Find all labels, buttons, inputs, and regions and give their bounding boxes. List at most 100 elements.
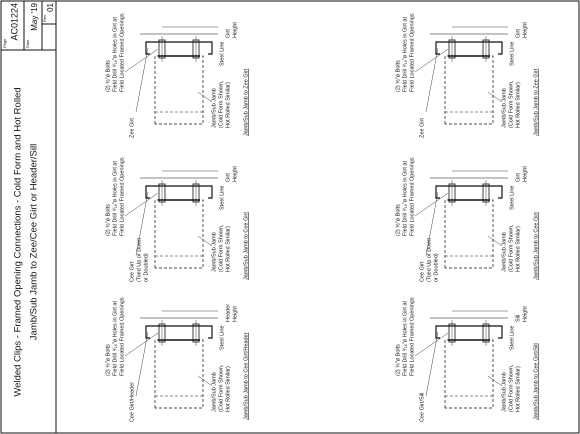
bolt-note: Field Drill ⁹⁄₁₆"ø Holes in Girt at [111, 301, 118, 376]
jamb-label: (Cold Form Shown, [508, 224, 514, 272]
leader [425, 47, 439, 113]
leader [487, 375, 503, 387]
girt-label: (Toed Up or Down [426, 238, 432, 282]
leader [487, 91, 503, 103]
bolt-note: Field Located Framed Openings [409, 297, 415, 376]
jamb-outline [444, 55, 494, 125]
jamb-label: Hot Rolled Similar) [225, 82, 231, 128]
jamb-label: Hot Rolled Similar) [225, 366, 231, 412]
page-label: Page [2, 38, 7, 48]
bolt-note: (2) ½"ø Bolts [104, 60, 111, 92]
date-label: Date [25, 39, 30, 48]
bolt-note: Field Drill ⁹⁄₁₆"ø Holes in Girt at [401, 161, 408, 236]
leader [124, 192, 159, 217]
height-label: Girt [225, 29, 231, 38]
jamb-label: (Cold Form Shown, [508, 80, 514, 128]
leader [124, 48, 159, 73]
bolt-note: Field Drill ⁹⁄₁₆"ø Holes in Girt at [111, 161, 118, 236]
height-label: Girt [225, 173, 231, 182]
girt-section [435, 41, 503, 55]
height-label: Height [232, 166, 238, 182]
girt-label: or Doubled) [433, 253, 439, 282]
leader [135, 191, 149, 257]
bolt-note: (2) ½"ø Bolts [394, 60, 401, 92]
leader [414, 332, 449, 357]
steel-line-label: Steel Line [509, 326, 515, 350]
bolt-note: (2) ½"ø Bolts [104, 204, 111, 236]
detail: (2) ½"ø Bolts Field Drill ⁹⁄₁₆"ø Holes in… [104, 157, 249, 282]
page-number: AC01224 [9, 3, 19, 41]
leader [425, 191, 439, 257]
leader [197, 235, 213, 247]
girt-label: Cee Girt [419, 261, 425, 282]
bolt-note: Field Located Framed Openings [119, 157, 125, 236]
jamb-label: (Cold Form Shown, [218, 224, 224, 272]
girt-label: (Toed Up or Down [136, 238, 142, 282]
bolt-note: (2) ½"ø Bolts [394, 204, 401, 236]
steel-line-label: Steel Line [509, 42, 515, 66]
title: Welded Clips - Framed Opening Connection… [13, 87, 24, 396]
girt-label: Zee Girt [129, 118, 135, 138]
bolt-note: Field Located Framed Openings [409, 13, 415, 92]
leader [414, 48, 449, 73]
jamb-label: Jamb/Sub Jamb [501, 232, 507, 272]
date: May '19 [30, 2, 39, 30]
jamb-label: (Cold Form Shown, [508, 364, 514, 412]
detail-caption: Jamb/Sub Jamb to Cee Girt/Sill [533, 343, 539, 420]
leader [197, 91, 213, 103]
girt-label: Zee Girt [419, 118, 425, 138]
rev-label: Rev [42, 15, 47, 22]
steel-line-label: Steel Line [219, 186, 225, 210]
height-label: Height [522, 306, 528, 322]
height-label: Header [225, 304, 231, 322]
girt-section [435, 185, 503, 199]
height-label: Girt [515, 173, 521, 182]
steel-line-label: Steel Line [219, 42, 225, 66]
jamb-label: Jamb/Sub Jamb [211, 88, 217, 128]
bolt-note: (2) ½"ø Bolts [104, 344, 111, 376]
detail-caption: Jamb/Sub Jamb to Cee Girt [533, 212, 539, 280]
bolt-note: Field Located Framed Openings [119, 13, 125, 92]
girt-label: or Doubled) [143, 253, 149, 282]
jamb-label: Jamb/Sub Jamb [501, 372, 507, 412]
height-label: Height [232, 306, 238, 322]
leader [135, 331, 149, 397]
jamb-label: Hot Rolled Similar) [515, 226, 521, 272]
girt-section [145, 41, 213, 55]
jamb-label: Jamb/Sub Jamb [211, 372, 217, 412]
detail-caption: Jamb/Sub Jamb to Cee Girt/Header [243, 332, 249, 420]
bolt-note: Field Located Framed Openings [119, 297, 125, 376]
detail: (2) ½"ø Bolts Field Drill ⁹⁄₁₆"ø Holes in… [394, 13, 539, 138]
bolt-note: Field Located Framed Openings [409, 157, 415, 236]
girt-section [145, 325, 213, 339]
height-label: Height [232, 22, 238, 38]
jamb-label: Hot Rolled Similar) [515, 366, 521, 412]
jamb-outline [154, 339, 204, 409]
title: Jamb/Sub Jamb to Zee/Cee Girt or Header/… [29, 144, 40, 340]
jamb-label: Hot Rolled Similar) [225, 226, 231, 272]
jamb-label: Jamb/Sub Jamb [211, 232, 217, 272]
leader [425, 331, 439, 397]
height-label: Girt [515, 29, 521, 38]
jamb-label: (Cold Form Shown, [218, 80, 224, 128]
jamb-outline [444, 339, 494, 409]
detail-caption: Jamb/Sub Jamb to Zee Girt [243, 68, 249, 136]
jamb-label: (Cold Form Shown, [218, 364, 224, 412]
bolt-note: Field Drill ⁹⁄₁₆"ø Holes in Girt at [401, 301, 408, 376]
detail-caption: Jamb/Sub Jamb to Cee Girt [243, 212, 249, 280]
jamb-label: Hot Rolled Similar) [515, 82, 521, 128]
jamb-outline [154, 55, 204, 125]
detail: (2) ½"ø Bolts Field Drill ⁹⁄₁₆"ø Holes in… [104, 13, 249, 138]
girt-label: Cee Girt/Header [129, 382, 135, 422]
revision: 01 [46, 2, 55, 11]
bolt-note: Field Drill ⁹⁄₁₆"ø Holes in Girt at [111, 17, 118, 92]
detail-caption: Jamb/Sub Jamb to Zee Girt [533, 68, 539, 136]
leader [197, 375, 213, 387]
bolt-note: Field Drill ⁹⁄₁₆"ø Holes in Girt at [401, 17, 408, 92]
leader [135, 47, 149, 113]
bolt-note: (2) ½"ø Bolts [394, 344, 401, 376]
jamb-label: Jamb/Sub Jamb [501, 88, 507, 128]
